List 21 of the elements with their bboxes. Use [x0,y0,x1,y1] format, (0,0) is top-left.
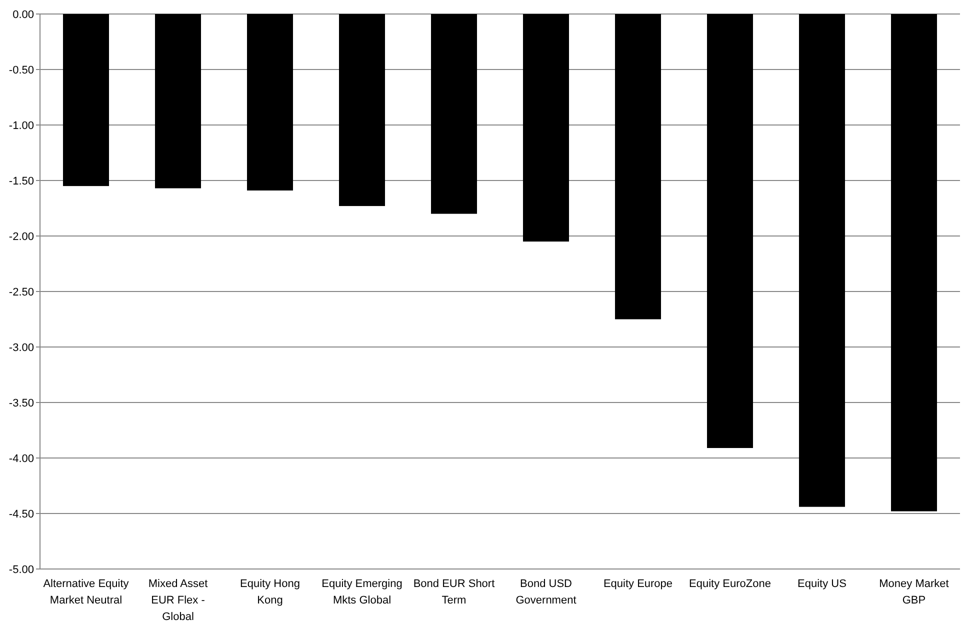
y-tick-label: -5.00 [8,564,34,576]
x-tick-label: Equity Emerging Mkts Global [322,578,402,606]
x-tick-label: Bond EUR Short Term [413,578,495,606]
x-tick-label: Equity EuroZone [689,578,771,590]
y-tick-label: -0.50 [8,64,34,76]
x-tick-label: Alternative Equity Market Neutral [43,578,130,606]
y-tick-label: -1.50 [8,175,34,188]
y-tick-label: -4.00 [8,452,34,465]
x-tick-label: Equity Europe [603,578,673,590]
x-tick-label: Mixed Asset EUR Flex - Global [148,578,208,623]
y-tick-label: -1.00 [8,120,34,132]
x-tick-label: Equity Hong Kong [240,578,300,606]
y-tick-label: -3.00 [8,342,34,354]
y-tick-label: -3.50 [8,397,34,410]
x-tick-label: Equity US [798,578,846,590]
y-tick-label: -2.50 [8,286,34,298]
x-tick-label: Bond USD Government [516,578,576,606]
x-tick-label: Money Market GBP [879,578,949,606]
y-tick-label: -2.00 [8,230,34,243]
y-tick-label: -4.50 [8,508,34,520]
y-tick-label: 0.00 [12,8,34,21]
